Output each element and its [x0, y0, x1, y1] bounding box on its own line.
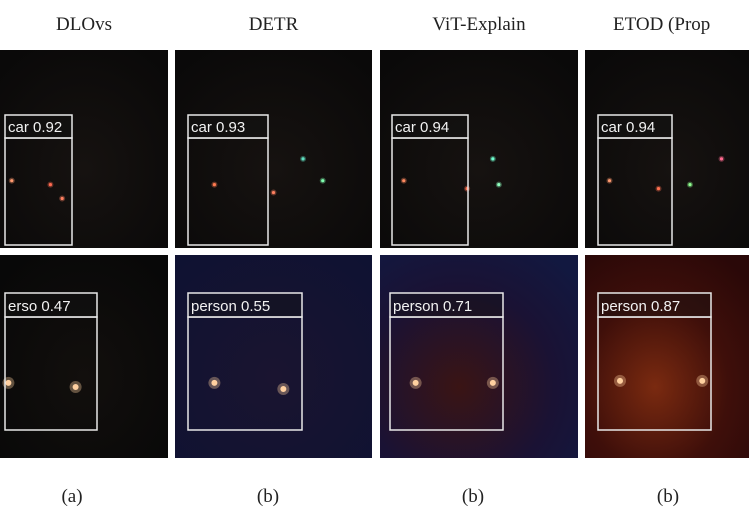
column-caption: (b) [462, 486, 484, 507]
detection-label: person 0.87 [601, 298, 680, 315]
column-header: DETR [249, 14, 299, 35]
light-spot [301, 157, 304, 160]
column-caption: (b) [657, 486, 679, 507]
light-spot [491, 157, 494, 160]
light-spot [49, 183, 52, 186]
column-header: ViT-Explain [432, 14, 526, 35]
detection-image [380, 255, 578, 458]
light-spot [5, 380, 11, 386]
column-caption: (a) [61, 486, 82, 507]
detection-label: erso 0.47 [8, 298, 71, 315]
detection-image [0, 255, 168, 458]
detection-image [175, 50, 372, 248]
light-spot [213, 183, 216, 186]
light-spot [413, 380, 419, 386]
detection-label: person 0.71 [393, 298, 472, 315]
detection-image [380, 50, 578, 248]
detection-label: car 0.93 [191, 119, 245, 136]
detection-image [585, 255, 749, 458]
light-spot [688, 183, 691, 186]
detection-label: car 0.92 [8, 119, 62, 136]
light-spot [73, 384, 79, 390]
detection-label: car 0.94 [601, 119, 655, 136]
light-spot [497, 183, 500, 186]
light-spot [490, 380, 496, 386]
detection-image [585, 50, 749, 248]
light-spot [272, 191, 275, 194]
light-spot [61, 197, 64, 200]
light-spot [699, 378, 705, 384]
light-spot [657, 187, 660, 190]
light-spot [617, 378, 623, 384]
detection-label: car 0.94 [395, 119, 449, 136]
column-caption: (b) [257, 486, 279, 507]
detection-label: person 0.55 [191, 298, 270, 315]
light-spot [10, 179, 13, 182]
column-header: ETOD (Prop [613, 14, 710, 35]
detection-image [0, 50, 168, 248]
light-spot [321, 179, 324, 182]
column-header: DLOvs [56, 14, 112, 35]
light-spot [211, 380, 217, 386]
light-spot [720, 157, 723, 160]
light-spot [280, 386, 286, 392]
light-spot [402, 179, 405, 182]
figure: DLOvs car 0.92 erso 0.47 (a) DETR car 0.93 per… [0, 0, 749, 516]
light-spot [608, 179, 611, 182]
detection-image [175, 255, 372, 458]
